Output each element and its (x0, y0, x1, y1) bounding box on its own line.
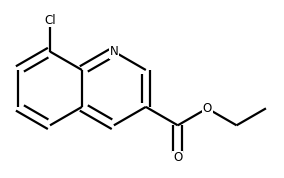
Text: O: O (173, 151, 182, 164)
Text: Cl: Cl (44, 14, 56, 27)
Text: N: N (110, 45, 118, 58)
Text: O: O (202, 102, 212, 115)
